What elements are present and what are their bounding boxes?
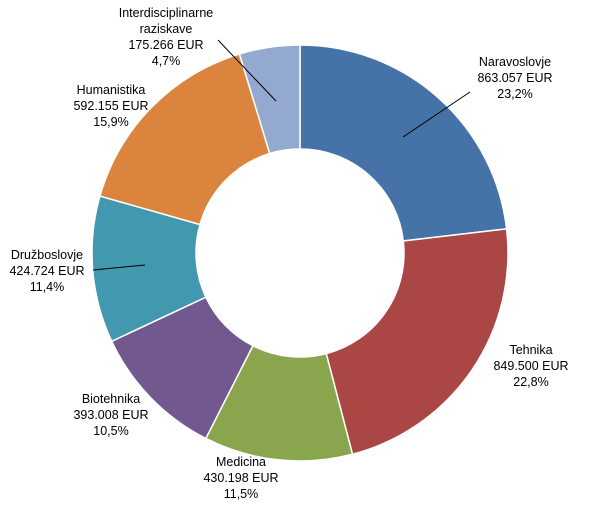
data-label-line: 22,8% (513, 375, 548, 389)
data-label-line: Tehnika (509, 343, 552, 357)
slice-tehnika (325, 228, 509, 456)
data-label-line: 11,4% (30, 280, 65, 294)
data-label-line: 849.500 EUR (493, 359, 568, 373)
data-label-line: 23,2% (497, 87, 532, 101)
slice-humanistika (99, 53, 271, 226)
data-label-line: Naravoslovje (479, 55, 551, 69)
data-label-line: 4,7% (152, 54, 181, 68)
slice-naravoslovje (299, 44, 508, 242)
data-label-line: 15,9% (93, 115, 128, 129)
data-label-line: Medicina (216, 455, 266, 469)
leader-line-naravoslovje (402, 91, 471, 138)
data-label-line: raziskave (140, 22, 193, 36)
data-label-line: 863.057 EUR (477, 71, 552, 85)
data-label-line: Humanistika (77, 83, 146, 97)
leader-line-interdisciplinarne-raziskave (217, 39, 277, 102)
data-label-line: Biotehnika (82, 392, 140, 406)
data-label-line: Interdisciplinarne (119, 6, 214, 20)
data-label-naravoslovje: Naravoslovje 863.057 EUR 23,2% (477, 55, 552, 101)
data-label-line: Družboslovje (11, 248, 83, 262)
data-label-biotehnika: Biotehnika 393.008 EUR 10,5% (73, 392, 148, 438)
data-label-medicina: Medicina 430.198 EUR 11,5% (203, 455, 278, 501)
data-label-druboslovje: Družboslovje 424.724 EUR 11,4% (9, 248, 84, 294)
data-label-humanistika: Humanistika 592.155 EUR 15,9% (73, 83, 148, 129)
leader-lines-group (92, 39, 471, 271)
data-label-line: 393.008 EUR (73, 408, 148, 422)
leader-line-druboslovje (92, 264, 146, 271)
data-label-line: 430.198 EUR (203, 471, 278, 485)
data-labels-group: Naravoslovje 863.057 EUR 23,2% Tehnika 849.5… (9, 6, 568, 501)
data-label-line: 11,5% (224, 487, 259, 501)
data-label-line: 424.724 EUR (9, 264, 84, 278)
data-label-line: 10,5% (93, 424, 128, 438)
slices-group (91, 44, 509, 462)
data-label-line: 175.266 EUR (128, 38, 203, 52)
slice-interdisciplinarne-raziskave (238, 44, 301, 155)
data-label-line: 592.155 EUR (73, 99, 148, 113)
data-label-interdisciplinarne-raziskave: Interdisciplinarne raziskave 175.266 EUR 4,… (119, 6, 214, 68)
data-label-tehnika: Tehnika 849.500 EUR 22,8% (493, 343, 568, 389)
